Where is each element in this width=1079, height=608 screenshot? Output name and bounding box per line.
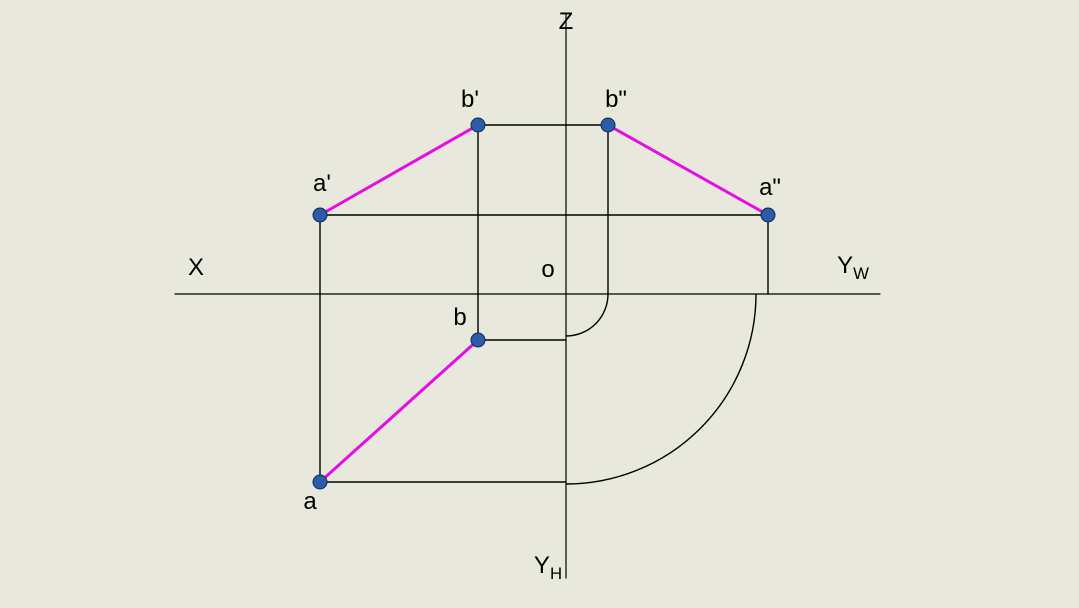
miter-arc-1: [566, 294, 756, 484]
point-a: [313, 475, 327, 489]
point-label-a: a: [303, 488, 316, 516]
point-b: [471, 333, 485, 347]
point-b_prime: [471, 118, 485, 132]
point-b_dprime: [601, 118, 615, 132]
axis-label-X: X: [188, 254, 204, 282]
projection-line-0: [320, 125, 478, 215]
projection-line-2: [608, 125, 768, 215]
point-a_prime: [313, 208, 327, 222]
point-label-a_prime: a': [313, 170, 331, 198]
projection-line-1: [320, 340, 478, 482]
point-label-b_dprime: b": [605, 86, 627, 114]
point-label-b: b: [453, 304, 466, 332]
miter-arc-0: [566, 294, 608, 336]
point-label-b_prime: b': [461, 86, 479, 114]
axis-label-Yw: YW: [837, 252, 869, 284]
origin-label: o: [541, 256, 554, 284]
axis-label-Yh: YH: [534, 552, 562, 584]
point-label-a_dprime: a": [759, 174, 781, 202]
point-a_dprime: [761, 208, 775, 222]
axis-label-Z: Z: [559, 8, 574, 36]
diagram-canvas: [0, 0, 1079, 608]
